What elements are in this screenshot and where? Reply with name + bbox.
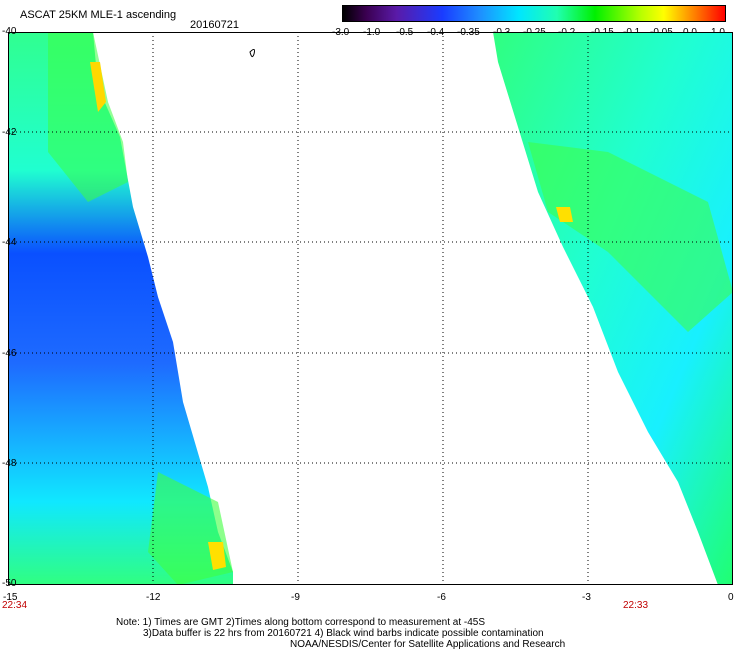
chart-title: ASCAT 25KM MLE-1 ascending	[20, 9, 177, 21]
left-swath-green-top	[48, 32, 128, 202]
lat-label: -40	[2, 26, 17, 37]
colorbar	[342, 5, 726, 22]
right-swath-green	[528, 142, 733, 332]
right-swath-yellow	[556, 207, 573, 222]
island-outline	[249, 48, 255, 58]
lon-label: -6	[437, 592, 446, 603]
lat-label: -50	[2, 578, 17, 589]
map-frame	[8, 32, 733, 585]
lat-label: -48	[2, 458, 17, 469]
lat-label: -46	[2, 348, 17, 359]
lon-label: -15	[3, 592, 18, 603]
wind-map	[8, 32, 733, 585]
lon-label: -3	[582, 592, 591, 603]
time-left: 22:34	[2, 600, 28, 611]
grid-lines	[8, 32, 733, 585]
lat-label: -44	[2, 237, 17, 248]
chart-date: 20160721	[190, 19, 239, 31]
lon-label: 0	[728, 592, 734, 603]
left-swath-yellow-bottom	[208, 542, 226, 570]
lon-label: -9	[291, 592, 300, 603]
note-line-1: Note: 1) Times are GMT 2)Times along bot…	[116, 617, 486, 628]
time-right: 22:33	[623, 600, 649, 611]
left-swath-yellow-top	[90, 62, 106, 112]
note-line-2: 3)Data buffer is 22 hrs from 20160721 4)…	[143, 628, 544, 639]
lat-label: -42	[2, 127, 17, 138]
lon-label: -12	[146, 592, 161, 603]
note-line-3: NOAA/NESDIS/Center for Satellite Applica…	[290, 639, 566, 650]
